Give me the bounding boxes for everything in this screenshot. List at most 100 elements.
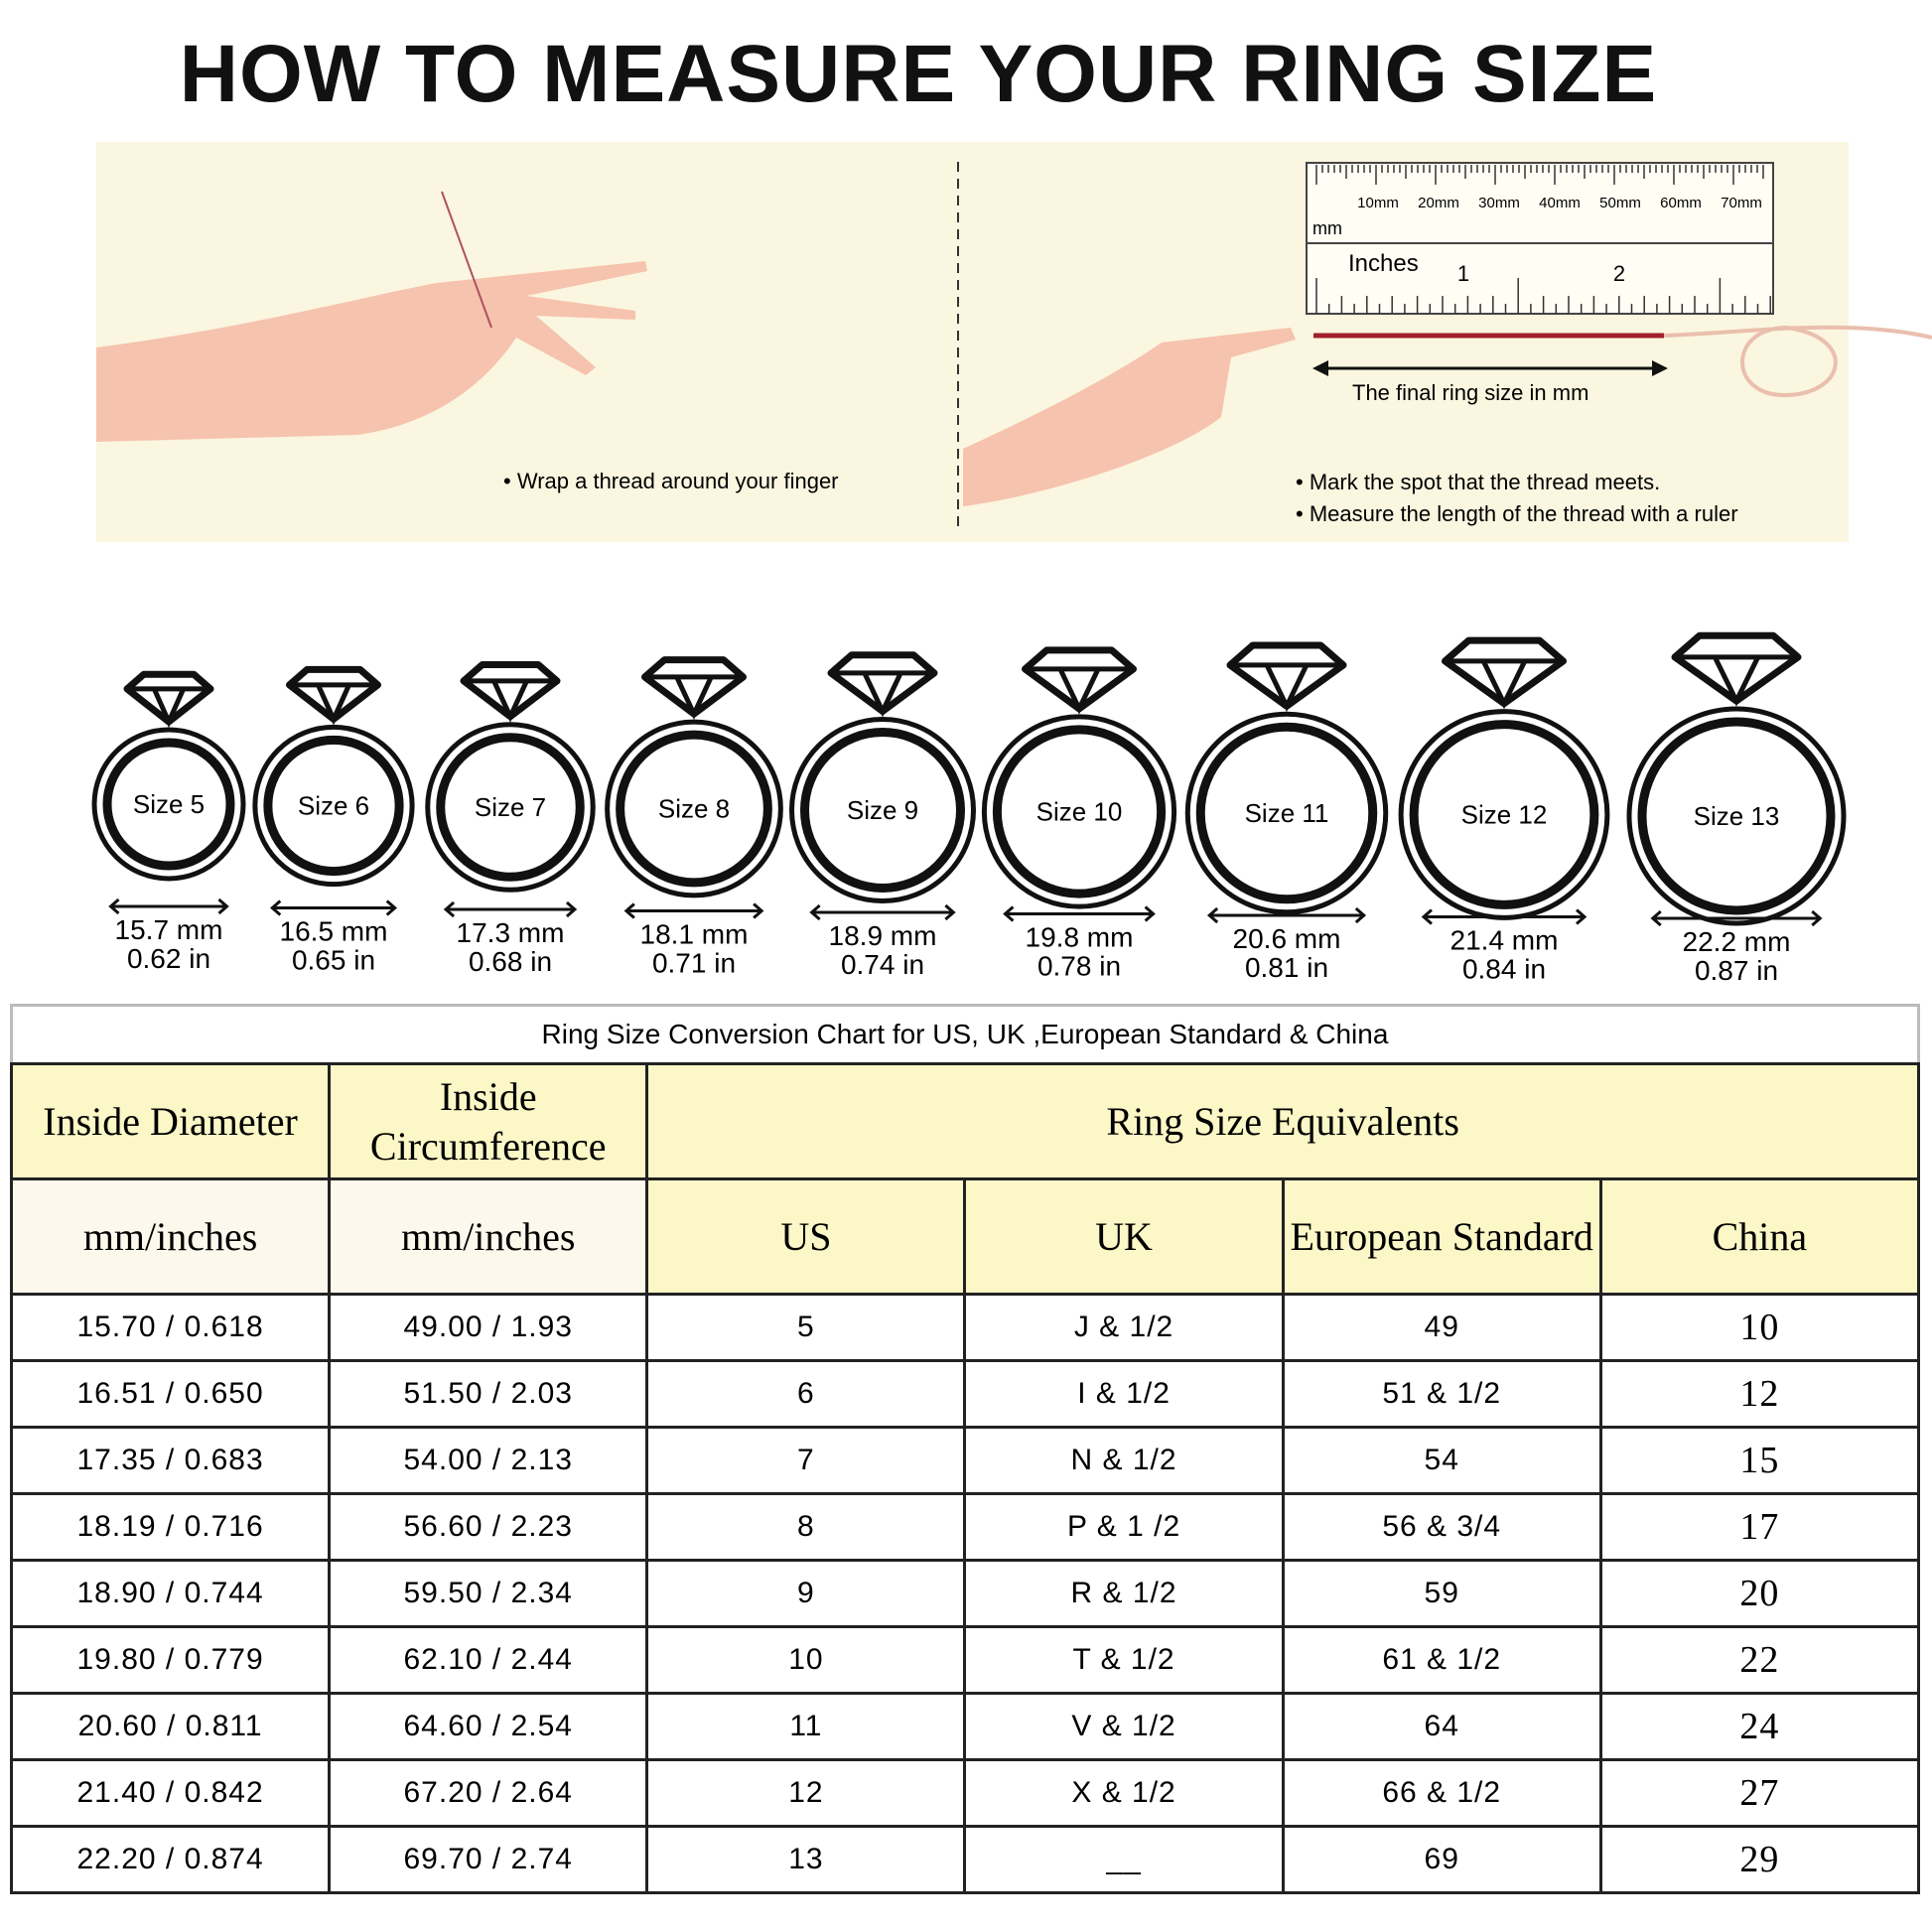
ruler-mm-label: 50mm [1599, 195, 1641, 211]
ruler-inch-label: 2 [1613, 261, 1625, 286]
table-cell: X & 1/2 [963, 1758, 1285, 1828]
thread [441, 191, 492, 329]
table-cell: 64.60 / 2.54 [328, 1692, 649, 1761]
table-cell: T & 1/2 [963, 1625, 1285, 1695]
table-cell: __ [963, 1825, 1285, 1894]
table-cell: 12 [1598, 1359, 1921, 1429]
table-cell: 21.40 / 0.842 [9, 1758, 332, 1828]
ring-inches: 0.81 in [1245, 952, 1328, 983]
ring-mm: 21.4 mm [1450, 925, 1559, 956]
table-caption: Ring Size Conversion Chart for US, UK ,E… [10, 1004, 1920, 1065]
header-cell: Inside Diameter [9, 1062, 332, 1180]
table-cell: 66 & 1/2 [1281, 1758, 1602, 1828]
header-cell: mm/inches [328, 1177, 649, 1296]
table-cell: 16.51 / 0.650 [9, 1359, 332, 1429]
table-cell: 61 & 1/2 [1281, 1625, 1602, 1695]
step-text: Mark the spot that the thread meets. [1310, 470, 1660, 494]
conversion-table: Ring Size Conversion Chart for US, UK ,E… [9, 1004, 1921, 1894]
ruler-mm-unit: mm [1312, 218, 1342, 238]
diamond [460, 660, 561, 721]
table-row: 17.35 / 0.683 54.00 / 2.13 7 N & 1/2 54 15 [9, 1426, 1921, 1495]
ring-label: Size 10 [1036, 797, 1123, 827]
step-right: • Measure the length of the thread with … [1296, 501, 1738, 526]
ring-mm: 18.1 mm [640, 919, 749, 950]
diamond [1671, 631, 1802, 705]
table-cell: 6 [645, 1359, 967, 1429]
header-cell: China [1598, 1177, 1921, 1296]
hand-right [963, 328, 1296, 506]
ring-inner [102, 738, 235, 871]
ring-inches: 0.68 in [469, 946, 552, 977]
table-cell: 24 [1598, 1692, 1921, 1761]
arrow-head [1312, 360, 1328, 376]
table-cell: 51 & 1/2 [1281, 1359, 1602, 1429]
ruler-mm-label: 70mm [1721, 195, 1762, 211]
ring-outer [605, 719, 783, 898]
table-cell: 29 [1598, 1825, 1921, 1894]
diamond [1226, 641, 1347, 710]
table-cell: 12 [645, 1758, 967, 1828]
ruler-mm-label: 60mm [1660, 195, 1702, 211]
ring-inches: 0.78 in [1037, 951, 1121, 982]
hand-left [96, 261, 647, 442]
diamond-facets [1025, 666, 1134, 715]
table-row: 20.60 / 0.811 64.60 / 2.54 11 V & 1/2 64 24 [9, 1692, 1921, 1761]
ring-outer [789, 717, 976, 903]
ring-mm: 20.6 mm [1233, 923, 1341, 954]
ring-inches: 0.62 in [127, 943, 210, 974]
diamond [123, 670, 214, 726]
ring-mm: 18.9 mm [829, 920, 937, 951]
table-cell: 51.50 / 2.03 [328, 1359, 649, 1429]
ruler-mm-label: 30mm [1478, 195, 1520, 211]
table-cell: 10 [1598, 1293, 1921, 1362]
table-cell: 15.70 / 0.618 [9, 1293, 332, 1362]
ring-inner [263, 735, 404, 877]
ring-mm: 17.3 mm [457, 917, 565, 948]
ring-label: Size 7 [475, 792, 546, 822]
ring-inner [616, 730, 772, 888]
header-cell: Ring Size Equivalents [645, 1062, 1920, 1180]
ring-outer [425, 722, 596, 893]
arrow-head [1652, 360, 1668, 376]
ring-outer [1626, 706, 1847, 926]
diamond [286, 665, 381, 723]
diamond-facets [127, 686, 210, 729]
ring-inner [800, 728, 965, 893]
step-left-text: Wrap a thread around your finger [517, 469, 839, 493]
step-left: • Wrap a thread around your finger [503, 469, 839, 493]
ring-inches: 0.87 in [1695, 955, 1778, 986]
illustration: mm Inches The final ring size in mm • Wr… [91, 142, 1932, 986]
ring-label: Size 13 [1694, 801, 1780, 831]
table-cell: 67.20 / 2.64 [328, 1758, 649, 1828]
ring-arrow [270, 899, 397, 916]
ring-outer [91, 727, 246, 882]
table-row: 19.80 / 0.779 62.10 / 2.44 10 T & 1/2 61 & 1… [9, 1625, 1921, 1695]
table-cell: R & 1/2 [963, 1559, 1285, 1628]
ring-outer [1184, 711, 1389, 915]
ring-arrow [108, 897, 229, 915]
ring-label: Size 5 [133, 789, 205, 819]
ring-inches: 0.74 in [841, 949, 924, 980]
title: HOW TO MEASURE YOUR RING SIZE [179, 29, 1658, 119]
table-row: 16.51 / 0.650 51.50 / 2.03 6 I & 1/2 51 & 1/… [9, 1359, 1921, 1429]
table-cell: 49 [1281, 1293, 1602, 1362]
table-row: 22.20 / 0.874 69.70 / 2.74 13 __ 69 29 [9, 1825, 1921, 1894]
table-cell: I & 1/2 [963, 1359, 1285, 1429]
table-cell: 59.50 / 2.34 [328, 1559, 649, 1628]
header-cell: European Standard [1281, 1177, 1602, 1296]
ring-arrow [623, 902, 764, 919]
diamond [641, 656, 747, 718]
ring-inner [992, 725, 1167, 898]
diamond [1442, 636, 1567, 708]
table-cell: J & 1/2 [963, 1293, 1285, 1362]
ring-mm: 22.2 mm [1683, 926, 1791, 957]
header-cell: mm/inches [9, 1177, 332, 1296]
ring-outer [252, 724, 415, 888]
table-cell: 20.60 / 0.811 [9, 1692, 332, 1761]
table-cell: 7 [645, 1426, 967, 1495]
table-cell: 8 [645, 1492, 967, 1562]
table-cell: 20 [1598, 1559, 1921, 1628]
diamond-facets [831, 670, 934, 718]
table-cell: 22.20 / 0.874 [9, 1825, 332, 1894]
